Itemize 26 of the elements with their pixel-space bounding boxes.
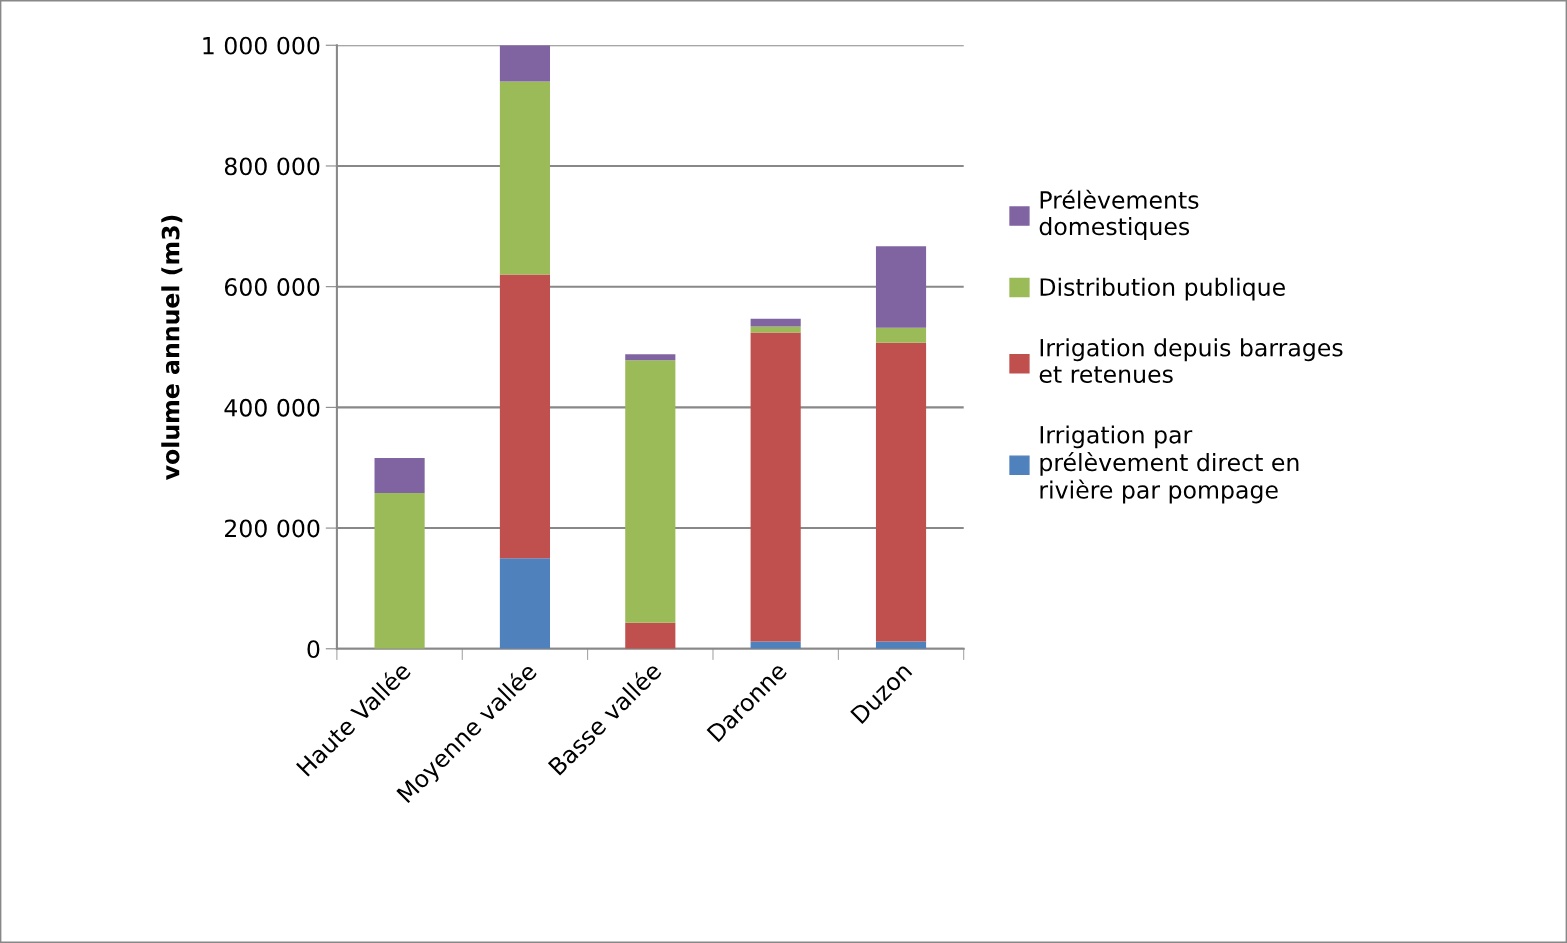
legend-label: Irrigation depuis barrages et retenues	[1039, 338, 1343, 384]
bar	[374, 458, 425, 494]
bar	[750, 326, 801, 333]
y-tick-label: 600 000	[224, 278, 320, 296]
y-tick-label: 800 000	[224, 157, 320, 176]
bar	[499, 558, 551, 649]
legend-label: Irrigation par prélèvement direct en rivière par pompage	[1040, 425, 1299, 504]
y-tick-label: 0	[307, 640, 320, 659]
bar	[750, 332, 801, 642]
y-tick-label: 400 000	[224, 398, 320, 417]
bar	[750, 318, 801, 327]
y-tick-label: 1 000 000	[203, 36, 320, 55]
bar	[499, 81, 551, 275]
bar	[875, 342, 927, 642]
bar	[625, 360, 676, 623]
legend-label: Prélèvements domestiques	[1039, 189, 1199, 240]
bar	[374, 493, 425, 649]
y-axis-title: volume annuel (m3)	[161, 215, 183, 480]
legend-label: Distribution publique	[1040, 277, 1285, 301]
bar	[875, 246, 927, 328]
bar	[875, 327, 927, 343]
bar	[625, 622, 676, 649]
y-tick-label: 200 000	[225, 519, 320, 538]
bar	[499, 45, 551, 82]
bar	[499, 274, 551, 559]
bar	[625, 354, 676, 361]
